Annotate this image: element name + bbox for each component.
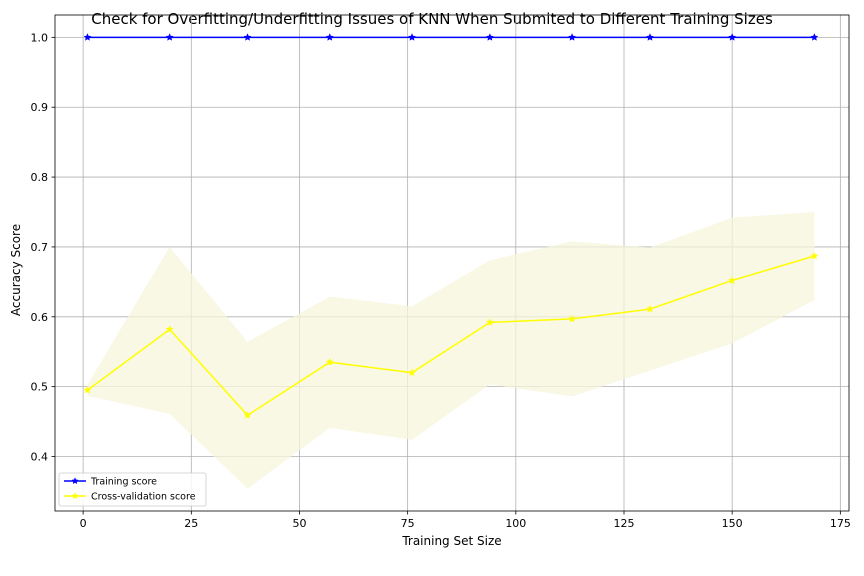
training-score-point <box>485 33 494 41</box>
x-tick-label: 25 <box>184 517 198 530</box>
cross-validation-score-point <box>83 385 92 394</box>
training-score-point <box>728 33 737 41</box>
training-score-point <box>645 33 654 41</box>
legend-marker <box>71 477 79 485</box>
cross-validation-score-point <box>485 318 494 326</box>
cross-validation-score-point <box>568 314 577 323</box>
training-score-point <box>810 33 819 41</box>
chart-title: Check for Overfitting/Underfitting Issue… <box>91 10 773 28</box>
cross-validation-score-point <box>810 251 819 260</box>
plot-frame <box>54 14 850 512</box>
legend-label-training: Training score <box>90 477 157 488</box>
y-tick-label: 0.6 <box>31 311 49 324</box>
x-tick-label: 50 <box>292 517 306 530</box>
series-layer <box>83 33 819 419</box>
cross-validation-score-point <box>243 411 252 419</box>
y-tick-label: 0.4 <box>31 451 49 464</box>
legend-box <box>58 472 207 507</box>
cross-validation-score-point <box>728 276 737 284</box>
legend-label-cross-validation: Cross-validation score <box>91 492 196 503</box>
y-tick-label: 0.8 <box>31 171 49 184</box>
x-axis-title: Training Set Size <box>401 534 501 548</box>
training-score-point <box>407 33 417 41</box>
y-tick-label: 1.0 <box>31 31 49 44</box>
x-tick-label: 0 <box>80 517 87 530</box>
legend-marker <box>71 492 79 500</box>
cross-validation-score-point <box>325 357 334 366</box>
legend: Training score Cross-validation score <box>58 472 207 507</box>
cross-validation-score-point <box>645 304 654 313</box>
x-tick-label: 175 <box>830 517 851 530</box>
x-tick-label: 100 <box>505 517 526 530</box>
confidence-band-layer <box>87 212 815 489</box>
training-score-point <box>243 33 252 41</box>
training-score-point <box>568 33 577 41</box>
training-score-point <box>83 33 92 41</box>
y-tick-label: 0.5 <box>31 381 49 394</box>
cross-validation-score-point <box>165 325 174 333</box>
cross-validation-score-line <box>87 255 815 417</box>
training-score-point <box>325 33 334 41</box>
x-tick-label: 75 <box>401 517 415 530</box>
cross-validation-confidence-band <box>87 212 815 489</box>
y-tick-label: 0.9 <box>31 101 49 114</box>
y-axis: 0.4 0.5 0.6 0.7 0.8 0.9 1.0 <box>31 31 55 464</box>
x-axis: 0 25 50 75 100 125 150 175 <box>80 511 851 530</box>
training-score-point <box>165 33 174 41</box>
x-tick-label: 150 <box>722 517 743 530</box>
y-tick-label: 0.7 <box>31 241 49 254</box>
cross-validation-score-point <box>407 368 417 377</box>
y-axis-title: Accuracy Score <box>9 224 23 316</box>
x-tick-label: 125 <box>613 517 634 530</box>
